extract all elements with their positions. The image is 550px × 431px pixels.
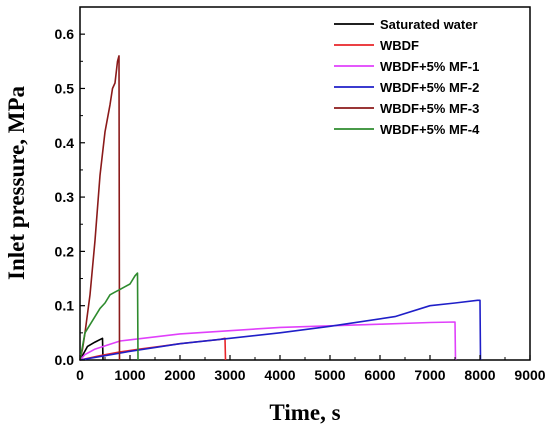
x-tick-label: 5000 xyxy=(314,367,345,383)
legend-label: WBDF+5% MF-3 xyxy=(380,101,479,116)
legend-label: WBDF xyxy=(380,38,419,53)
y-axis-title: Inlet pressure, MPa xyxy=(4,86,29,280)
series-line-wbdf-5-mf-4 xyxy=(79,272,139,361)
x-axis-ticks: 0 1000 2000 3000 4000 5000 6000 7000 8000 9000 xyxy=(76,355,546,383)
y-tick-label: 0.5 xyxy=(55,80,75,96)
series-line-wbdf-5-mf-3 xyxy=(79,55,121,361)
legend-label: Saturated water xyxy=(380,17,478,32)
y-tick-label: 0.3 xyxy=(55,189,75,205)
y-tick-label: 0.0 xyxy=(55,352,75,368)
x-tick-label: 0 xyxy=(76,367,84,383)
x-axis-title: Time, s xyxy=(269,400,340,425)
y-tick-label: 0.1 xyxy=(55,298,75,314)
series-line-saturated-water xyxy=(79,337,104,361)
x-tick-label: 7000 xyxy=(414,367,445,383)
legend-label: WBDF+5% MF-2 xyxy=(380,80,479,95)
series-layer xyxy=(79,55,482,361)
legend: Saturated water WBDF WBDF+5% MF-1 WBDF+5% M… xyxy=(334,17,480,137)
x-tick-label: 6000 xyxy=(364,367,395,383)
x-tick-label: 2000 xyxy=(164,367,195,383)
y-tick-label: 0.4 xyxy=(55,135,75,151)
x-tick-label: 9000 xyxy=(514,367,545,383)
series-line-wbdf-5-mf-2 xyxy=(79,299,482,361)
x-tick-label: 8000 xyxy=(464,367,495,383)
legend-label: WBDF+5% MF-1 xyxy=(380,59,479,74)
legend-label: WBDF+5% MF-4 xyxy=(380,122,480,137)
y-axis-ticks: 0.0 0.1 0.2 0.3 0.4 0.5 0.6 xyxy=(55,26,85,368)
y-tick-label: 0.2 xyxy=(55,243,75,259)
x-tick-label: 1000 xyxy=(114,367,145,383)
series-line-wbdf-5-mf-1 xyxy=(79,321,457,361)
y-tick-label: 0.6 xyxy=(55,26,75,42)
x-tick-label: 3000 xyxy=(214,367,245,383)
x-tick-label: 4000 xyxy=(264,367,295,383)
